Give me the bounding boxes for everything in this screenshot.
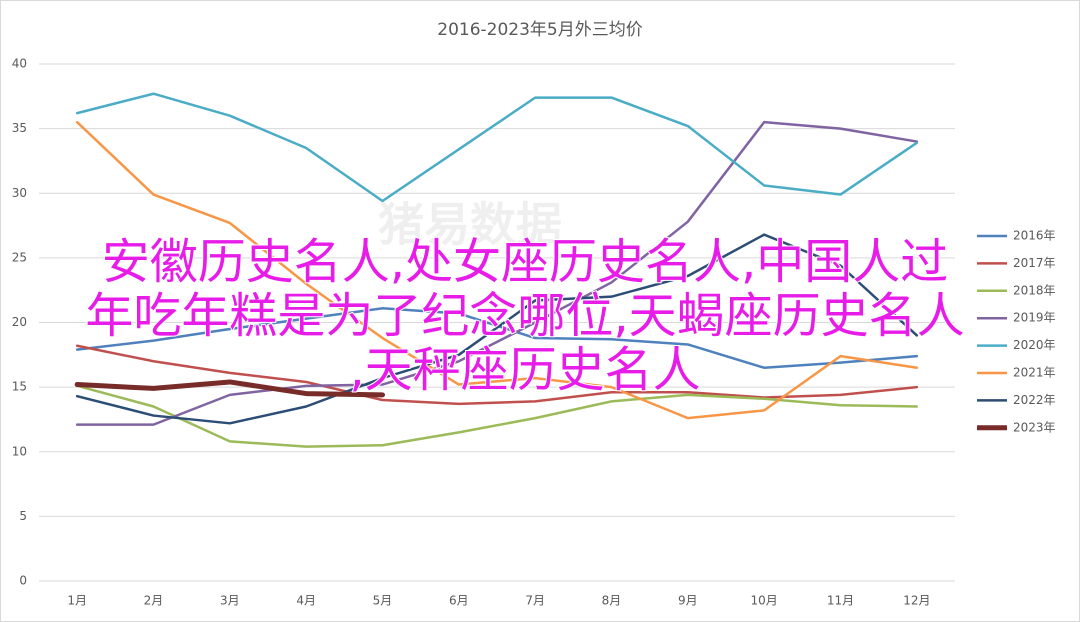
x-tick-label: 6月 (449, 594, 469, 608)
legend-label: 2018年 (1013, 283, 1056, 297)
x-tick-label: 11月 (827, 594, 854, 608)
series-line (74, 379, 385, 398)
series-line (75, 307, 919, 369)
series-line (75, 344, 919, 406)
series-line (75, 233, 919, 425)
series-line (75, 120, 919, 420)
x-tick-label: 12月 (903, 594, 930, 608)
y-tick-label: 20 (12, 315, 27, 329)
x-tick-label: 4月 (296, 594, 316, 608)
legend-label: 2017年 (1013, 256, 1056, 270)
legend-label: 2019年 (1013, 311, 1056, 325)
series-line (75, 120, 919, 426)
overlay-text: ,天秤座历史名人 (349, 342, 700, 398)
legend-label: 2022年 (1013, 393, 1056, 407)
legend-label: 2021年 (1013, 366, 1056, 380)
y-tick-label: 40 (12, 57, 27, 71)
x-tick-label: 5月 (373, 594, 393, 608)
x-tick-label: 8月 (602, 594, 622, 608)
x-tick-label: 9月 (678, 594, 698, 608)
watermark: 猪易数据 (378, 198, 562, 252)
x-tick-label: 2月 (144, 594, 164, 608)
x-tick-label: 1月 (67, 594, 87, 608)
y-tick-label: 15 (12, 380, 27, 394)
x-tick-label: 10月 (751, 594, 778, 608)
y-tick-label: 30 (12, 186, 27, 200)
y-tick-label: 0 (19, 574, 27, 588)
series-line (75, 92, 919, 203)
y-tick-label: 5 (19, 509, 27, 523)
y-tick-label: 25 (12, 250, 27, 264)
y-tick-label: 10 (12, 444, 27, 458)
x-tick-label: 7月 (525, 594, 545, 608)
y-tick-label: 35 (12, 121, 27, 135)
chart-title: 2016-2023年5月外三均价 (437, 20, 642, 40)
legend-label: 2020年 (1013, 338, 1056, 352)
overlay-text: 年吃年糕是为了纪念哪位,天蝎座历史名人 (85, 288, 964, 344)
legend-label: 2016年 (1013, 229, 1056, 243)
x-tick-label: 3月 (220, 594, 240, 608)
legend-label: 2023年 (1013, 420, 1056, 434)
overlay-text: 安徽历史名人,处女座历史名人,中国人过 (102, 234, 949, 290)
